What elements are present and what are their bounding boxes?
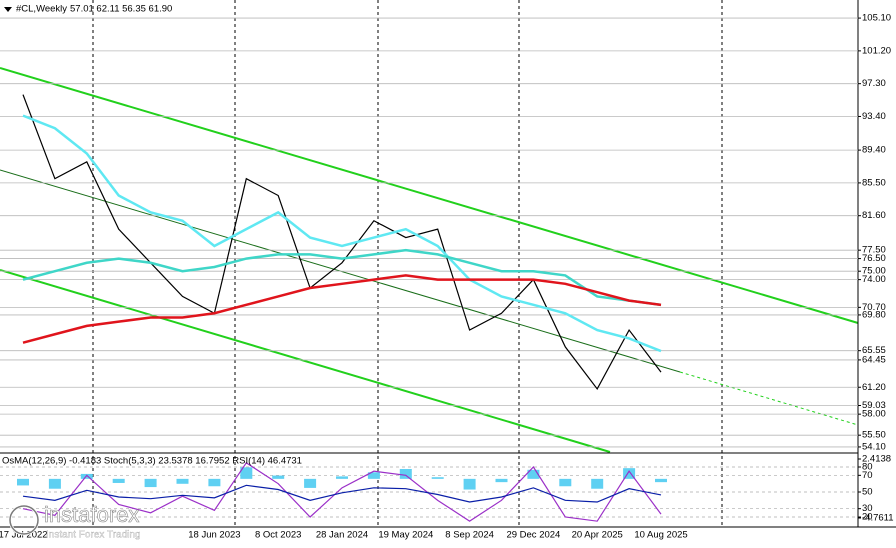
logo-brand: instaforex: [44, 502, 139, 527]
y-tick-label: 74.00: [862, 274, 886, 285]
y-tick-label: 97.30: [862, 78, 886, 89]
histogram-bar: [272, 475, 285, 479]
y-tick-label: 30: [862, 503, 873, 514]
y-tick-label: 65.55: [862, 345, 886, 356]
y-tick-label: 58.00: [862, 409, 886, 420]
series-line: [22, 274, 662, 344]
y-tick-label: 81.60: [862, 210, 886, 221]
y-tick-label: 77.50: [862, 245, 886, 256]
x-tick-label: 8 Sep 2024: [445, 530, 494, 541]
histogram-bar: [655, 478, 667, 483]
y-tick-label: 93.40: [862, 111, 886, 122]
histogram-bar: [591, 478, 604, 489]
histogram-bar: [144, 478, 157, 488]
histogram-bar: [399, 468, 412, 479]
histogram-bar: [176, 478, 189, 484]
y-tick-label: 70.70: [862, 302, 886, 313]
series-line: [22, 114, 662, 353]
histogram-bar: [463, 478, 476, 490]
series-line: [22, 462, 662, 522]
histogram-bar: [367, 472, 380, 479]
histogram-bar: [208, 478, 221, 487]
series-line: [22, 484, 662, 503]
histogram-bar: [240, 467, 253, 479]
x-tick-label: 19 May 2024: [378, 530, 433, 541]
histogram-bar: [80, 473, 93, 479]
histogram-bar: [527, 469, 540, 479]
y-tick-label: 59.03: [862, 400, 886, 411]
y-tick-label: 101.20: [862, 45, 891, 56]
series-line: [22, 248, 662, 307]
y2-tick-label: 2.4138: [862, 454, 891, 465]
y2-tick-label: -4.7611: [862, 513, 894, 524]
y-tick-label: 20: [862, 512, 873, 523]
period-separators: [92, 0, 723, 527]
histogram-bar: [623, 468, 636, 479]
y-tick-label: 105.10: [862, 13, 891, 24]
y-tick-label: 55.50: [862, 430, 886, 441]
histogram-bar: [112, 478, 125, 483]
x-tick-label: 29 Dec 2024: [506, 530, 560, 541]
menu-arrow: [4, 7, 12, 12]
histogram-bar: [495, 478, 508, 483]
y-tick-label: 89.40: [862, 145, 886, 156]
y-tick-label: 80: [862, 462, 873, 473]
histogram-bar: [48, 478, 61, 489]
histogram-bar: [559, 478, 572, 487]
indicator-title: OsMA(12,26,9) -0.4183 Stoch(5,3,3) 23.53…: [2, 456, 302, 467]
y-tick-label: 50: [862, 487, 873, 498]
logo-tagline: Instant Forex Trading: [46, 530, 141, 541]
logo: instaforex Instant Forex Trading: [8, 502, 141, 541]
series-line: [22, 94, 662, 391]
ohlc: 57.01 62.11 56.35 61.90: [70, 4, 172, 15]
histogram-bar: [336, 476, 348, 479]
y-tick-label: 69.80: [862, 309, 886, 320]
y-tick-label: 85.50: [862, 177, 886, 188]
x-tick-label: 8 Oct 2023: [255, 530, 301, 541]
y-tick-label: 70: [862, 470, 873, 481]
symbol: #CL,Weekly: [16, 4, 67, 15]
y-tick-label: 61.20: [862, 382, 886, 393]
x-tick-label: 10 Aug 2025: [634, 530, 687, 541]
histogram-bar: [304, 478, 317, 488]
y-tick-label: 76.50: [862, 253, 886, 264]
histogram-bar: [431, 477, 444, 479]
plots: 105.10 101.20 97.30 93.40 89.40 85.50 81.60 77.…: [0, 13, 894, 541]
x-tick-label: 18 Jun 2023: [188, 530, 240, 541]
x-tick-label: 28 Jan 2024: [316, 530, 368, 541]
y-tick-label: 64.45: [862, 354, 886, 365]
y-tick-label: 54.10: [862, 441, 886, 452]
y-tick-label: 75.00: [862, 266, 886, 277]
x-tick-label: 20 Apr 2025: [572, 530, 623, 541]
histogram-bar: [17, 478, 29, 486]
